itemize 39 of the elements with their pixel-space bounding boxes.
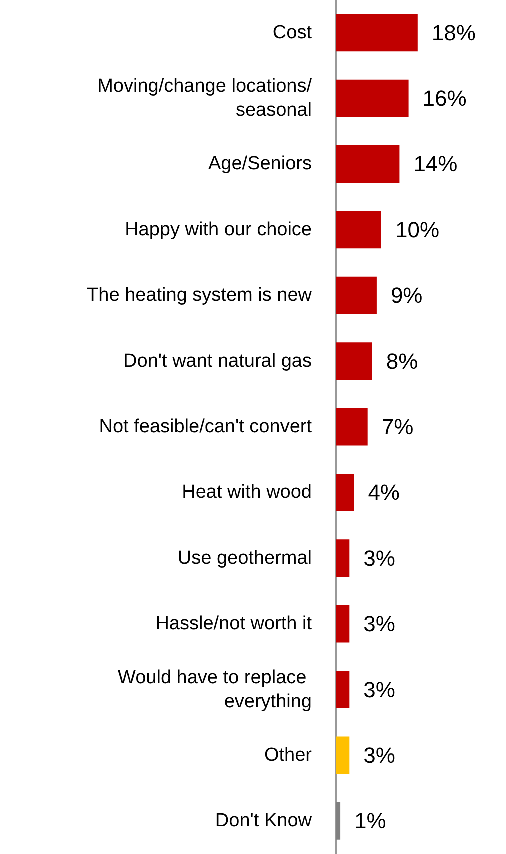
data-label: 7% (382, 414, 414, 440)
data-label: 4% (368, 480, 400, 506)
y-tick-label: Moving/change locations/seasonal (98, 76, 313, 122)
bar (336, 802, 341, 840)
bar (336, 540, 350, 578)
data-label: 10% (396, 217, 440, 242)
y-tick-label: Use geothermal (178, 548, 312, 569)
bar (336, 276, 377, 314)
data-label: 16% (422, 86, 467, 112)
y-tick-label: Don't want natural gas (124, 350, 312, 372)
y-tick-label: Would have to replace everything (118, 667, 312, 712)
y-tick-label: The heating system is new (87, 285, 312, 306)
data-label: 3% (364, 612, 396, 637)
bar (336, 211, 382, 249)
bar (336, 736, 350, 774)
data-label: 3% (364, 677, 396, 702)
data-label: 3% (364, 742, 396, 768)
bar (336, 80, 409, 118)
bar (336, 605, 350, 643)
bar (336, 342, 372, 380)
y-tick-label: Not feasible/can't convert (99, 416, 313, 438)
bar (336, 146, 400, 183)
y-tick-label: Heat with wood (182, 482, 312, 504)
data-label: 3% (364, 546, 396, 571)
data-label: 8% (386, 348, 418, 374)
y-tick-label: Hassle/not worth it (156, 614, 313, 635)
bar (336, 474, 354, 512)
bar (336, 14, 418, 52)
bar (336, 408, 368, 446)
data-label: 9% (390, 283, 423, 308)
data-label: 18% (432, 20, 476, 46)
y-tick-label: Don't Know (215, 810, 312, 832)
y-tick-label: Other (264, 744, 313, 766)
y-tick-label: Happy with our choice (125, 219, 312, 240)
data-label: 14% (414, 152, 458, 177)
bar (336, 671, 350, 708)
y-tick-label: Cost (272, 22, 313, 44)
data-label: 1% (354, 808, 386, 834)
y-tick-label: Age/Seniors (208, 154, 312, 175)
